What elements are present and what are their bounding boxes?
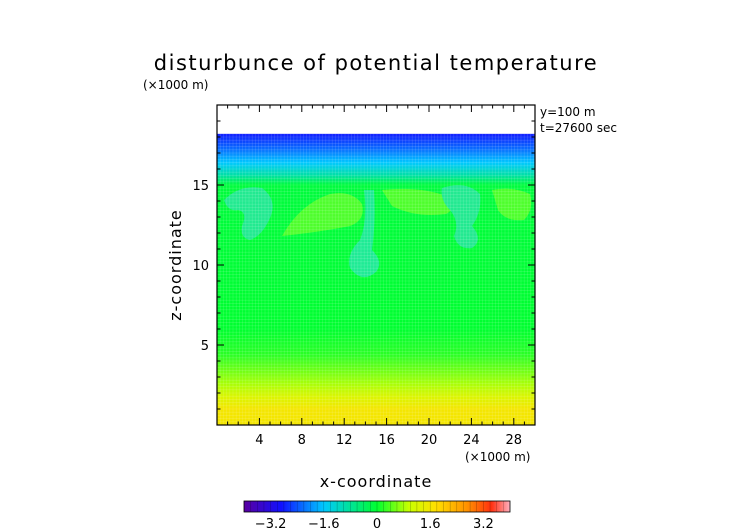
plume-feature	[349, 190, 380, 278]
colorbar-gradient	[244, 501, 510, 512]
plume-feature	[224, 187, 273, 240]
colorbar: −3.2 −1.6 0 1.6 3.2	[243, 500, 511, 532]
colorbar-cells	[250, 501, 504, 512]
x-axis-ticks: 4 8 12 16 20 24 28	[227, 105, 525, 448]
y-tick-label: 15	[192, 179, 209, 194]
colorbar-tick-label: 3.2	[473, 517, 494, 532]
x-tick-label: 28	[506, 433, 523, 448]
colorbar-frame	[243, 500, 511, 513]
x-tick-label: 12	[336, 433, 353, 448]
colorbar-tick-label: −1.6	[308, 517, 340, 532]
x-tick-label: 24	[463, 433, 480, 448]
colorbar-tick-label: −3.2	[255, 517, 287, 532]
y-axis-ticks: 5 10 15	[192, 120, 535, 410]
x-tick-label: 8	[298, 433, 306, 448]
annotation-y-position: y=100 m	[540, 105, 596, 119]
plume-feature	[382, 188, 452, 215]
x-tick-label: 20	[421, 433, 438, 448]
colorbar-ticks: −3.2 −1.6 0 1.6 3.2	[255, 517, 494, 532]
plume-feature	[441, 185, 481, 249]
y-tick-label: 10	[192, 259, 209, 274]
x-tick-label: 16	[378, 433, 395, 448]
y-axis-label: z-coordinate	[166, 209, 185, 321]
plot-area	[217, 105, 535, 425]
x-axis-unit: (×1000 m)	[465, 450, 530, 464]
annotation-time: t=27600 sec	[540, 121, 617, 135]
colorbar-tick-label: 1.6	[420, 517, 441, 532]
plume-feature	[492, 188, 532, 221]
y-tick-label: 5	[201, 339, 209, 354]
colorbar-tick-label: 0	[373, 517, 381, 532]
y-axis-unit: (×1000 m)	[143, 78, 208, 92]
fine-grid	[217, 133, 535, 425]
field-band	[217, 133, 535, 425]
chart-title: disturbunce of potential temperature	[154, 51, 598, 75]
plume-feature	[282, 193, 363, 236]
x-tick-label: 4	[255, 433, 263, 448]
plume-features	[224, 185, 532, 278]
x-axis-label: x-coordinate	[320, 472, 433, 491]
